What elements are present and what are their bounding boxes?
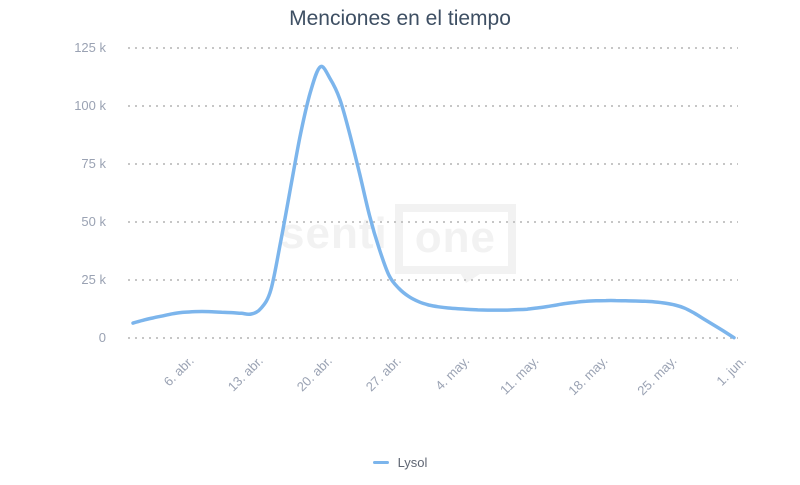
y-axis-tick-label: 25 k [81,272,106,288]
y-axis-tick-label: 125 k [74,40,106,56]
gridline-0 [128,337,738,340]
y-axis-tick-label: 0 [98,330,106,346]
y-axis-tick-label: 100 k [74,98,106,114]
gridline-125k [128,47,738,50]
gridline-50k [128,221,738,224]
x-axis-tick-label: 18. may. [565,353,611,399]
legend-item-lysol[interactable]: Lysol [372,452,428,472]
x-axis-tick-label: 11. may. [497,353,542,398]
x-axis-tick-label: 1. jun. [712,353,749,389]
x-axis-tick-label: 27. abr. [362,353,404,395]
gridline-25k [128,279,738,282]
chart-title: Menciones en el tiempo [289,7,511,30]
x-axis-tick-label: 13. abr. [224,353,266,395]
x-axis-tick-label: 4. may. [432,353,473,394]
y-axis-tick-label: 75 k [81,156,106,172]
x-axis-tick-label: 20. abr. [293,353,335,395]
x-axis-tick-label: 6. abr. [160,353,197,390]
gridline-75k [128,163,738,166]
legend-line-icon [372,460,389,464]
lysol-series-line[interactable] [131,64,736,340]
y-axis-tick-label: 50 k [81,214,106,230]
gridline-100k [128,105,738,108]
legend: Lysol [0,452,800,472]
x-axis-tick-label: 25. may. [634,353,680,399]
legend-label: Lysol [397,454,428,470]
